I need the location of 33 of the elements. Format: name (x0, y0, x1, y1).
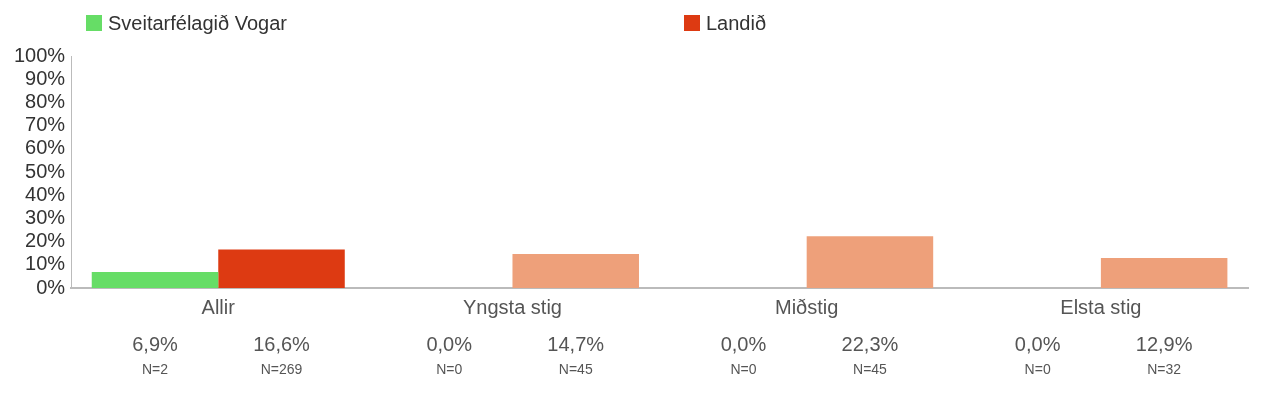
data-label: 22,3% (841, 333, 899, 355)
text: N=0 (436, 361, 463, 377)
y-tick-label: 10% (25, 252, 66, 275)
text: N=32 (1147, 361, 1182, 377)
data-label: 6,9% (132, 333, 179, 355)
y-tick-label: 90% (25, 66, 66, 89)
x-tick-label: Yngsta stig (462, 295, 562, 318)
y-tick-label: 20% (25, 229, 66, 252)
y-tick-label: 50% (25, 159, 66, 182)
x-tick-label: Miðstig (775, 295, 839, 318)
text: N=269 (260, 361, 303, 377)
text: N=2 (141, 361, 169, 377)
data-label: 0,0% (426, 333, 473, 355)
text: N=0 (1024, 361, 1051, 377)
y-tick-label: 30% (25, 205, 66, 228)
y-tick-label: 0% (36, 275, 66, 298)
data-label: 12,9% (1135, 333, 1193, 355)
y-tick-label: 70% (25, 113, 66, 136)
text: N=45 (853, 361, 888, 377)
data-label: 14,7% (547, 333, 605, 355)
y-tick-label: 100% (14, 43, 66, 66)
y-tick-label: 80% (25, 89, 66, 112)
legend-label: Sveitarfélagið Vogar (108, 11, 288, 35)
x-tick-label: Allir (201, 295, 236, 318)
legend-label: Landið (706, 11, 767, 35)
data-label: 16,6% (253, 333, 311, 355)
x-tick-label: Elsta stig (1060, 295, 1142, 318)
y-tick-label: 60% (25, 136, 66, 159)
data-label: 0,0% (720, 333, 767, 355)
y-tick-label: 40% (25, 182, 66, 205)
text: N=45 (558, 361, 593, 377)
text: N=0 (730, 361, 757, 377)
data-label: 0,0% (1014, 333, 1061, 355)
